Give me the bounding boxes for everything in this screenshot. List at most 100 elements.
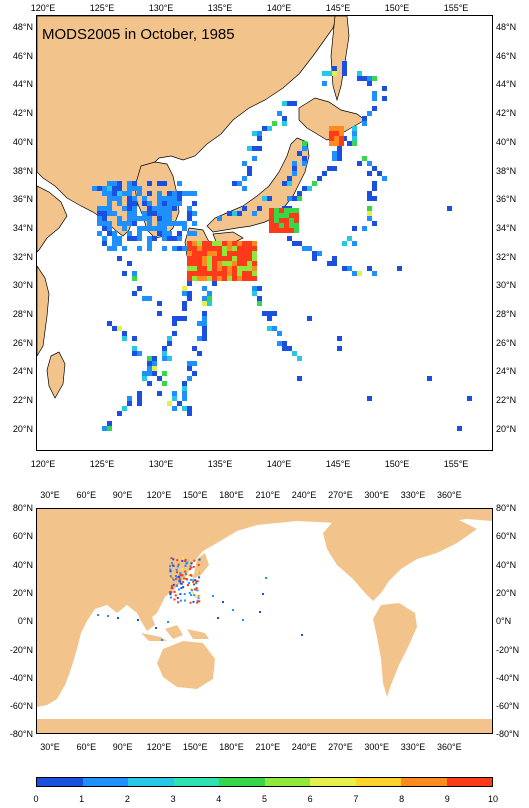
observation-cell [193, 594, 196, 597]
observation-cell [190, 562, 193, 565]
observation-cell [252, 246, 257, 251]
axis-tick-label: 46°N [12, 50, 33, 61]
observation-cell [190, 587, 193, 590]
observation-cell [107, 211, 112, 216]
observation-cell [172, 391, 177, 396]
observation-cell [297, 356, 302, 361]
observation-cell [262, 196, 267, 201]
observation-cell [227, 276, 232, 281]
land-shape [141, 633, 167, 641]
observation-cell [182, 291, 187, 296]
observation-cell [107, 186, 112, 191]
axis-tick-label: 20°N [12, 423, 33, 434]
observation-cell [447, 206, 452, 211]
observation-cell [282, 341, 287, 346]
observation-cell [212, 251, 217, 256]
observation-cell [147, 246, 152, 251]
observation-cell [232, 181, 237, 186]
observation-cell [127, 196, 132, 201]
colorbar-bin [310, 778, 356, 786]
axis-tick-label: 145°E [325, 459, 351, 469]
observation-cell [137, 396, 142, 401]
observation-cell [357, 161, 362, 166]
observation-cell [132, 271, 137, 276]
observation-cell [147, 201, 152, 206]
observation-cell [107, 421, 112, 426]
observation-cell [170, 591, 173, 594]
colorbar [36, 777, 493, 787]
observation-cell [177, 196, 182, 201]
observation-cell [195, 587, 198, 590]
observation-cell [175, 568, 178, 571]
observation-cell [102, 186, 107, 191]
observation-cell [247, 171, 252, 176]
observation-cell [147, 371, 152, 376]
axis-tick-label: -20°N [496, 644, 520, 655]
observation-cell [212, 241, 217, 246]
observation-cell [457, 426, 462, 431]
observation-cell [187, 241, 192, 246]
observation-cell [197, 266, 202, 271]
axis-tick-label: 40°N [12, 559, 33, 570]
observation-cell [157, 376, 162, 381]
observation-cell [162, 196, 167, 201]
observation-cell [181, 559, 184, 562]
observation-cell [147, 296, 152, 301]
observation-cell [127, 231, 132, 236]
axis-tick-label: 130°E [148, 459, 174, 469]
observation-cell [167, 341, 172, 346]
observation-cell [196, 601, 199, 604]
observation-cell [132, 276, 137, 281]
observation-cell [112, 236, 117, 241]
observation-cell [177, 563, 180, 566]
observation-cell [274, 208, 279, 213]
observation-cell [232, 261, 237, 266]
observation-cell [122, 271, 127, 276]
observation-cell [177, 601, 180, 604]
observation-cell [187, 206, 192, 211]
observation-cell [137, 351, 142, 356]
observation-cell [167, 356, 172, 361]
colorbar-label: 3 [170, 794, 176, 804]
observation-cell [152, 356, 157, 361]
axis-tick-label: 180°E [219, 742, 244, 752]
observation-cell [184, 564, 187, 567]
axis-tick-label: 120°E [30, 3, 56, 13]
observation-cell [173, 590, 176, 593]
observation-cell [172, 236, 177, 241]
observation-cell [202, 261, 207, 266]
observation-cell [157, 231, 162, 236]
observation-cell [177, 201, 182, 206]
observation-cell [282, 346, 287, 351]
observation-cell [198, 558, 201, 561]
observation-cell [302, 141, 307, 146]
observation-cell [181, 567, 184, 570]
observation-cell [192, 221, 197, 226]
observation-cell [177, 588, 180, 591]
observation-cell [178, 578, 181, 581]
observation-cell [167, 191, 172, 196]
axis-tick-label: 120°E [146, 490, 172, 500]
axis-tick-label: 125°E [89, 3, 115, 13]
axis-tick-label: -40°N [9, 672, 33, 683]
observation-cell [397, 266, 402, 271]
observation-cell [192, 276, 197, 281]
observation-cell [162, 201, 167, 206]
observation-cell [302, 161, 307, 166]
observation-cell [162, 181, 167, 186]
observation-cell [187, 281, 192, 286]
observation-cell [222, 276, 227, 281]
observation-cell [232, 246, 237, 251]
observation-cell [152, 371, 157, 376]
observation-cell [269, 218, 274, 223]
observation-cell [170, 562, 173, 565]
axis-tick-label: 140°E [266, 459, 292, 469]
observation-cell [212, 266, 217, 271]
axis-tick-label: -60°N [496, 701, 520, 712]
observation-cell [172, 558, 175, 561]
observation-cell [284, 218, 289, 223]
observation-cell [347, 141, 352, 146]
observation-cell [169, 593, 172, 596]
observation-cell [247, 266, 252, 271]
observation-cell [192, 591, 195, 594]
